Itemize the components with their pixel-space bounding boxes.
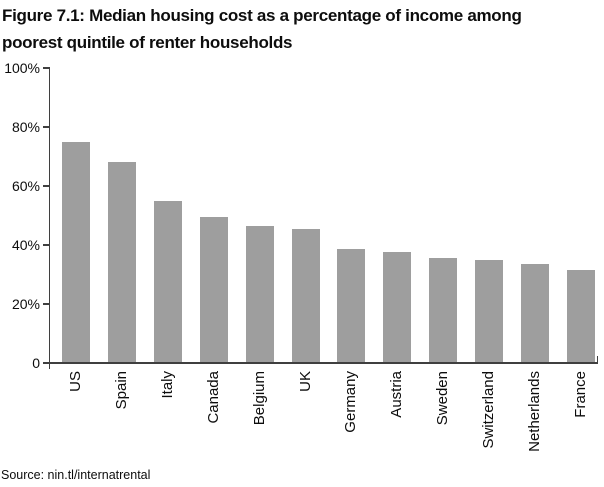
x-axis-label-text: Germany (342, 371, 360, 433)
y-axis-line (48, 66, 50, 369)
x-axis-label-text: Spain (112, 371, 130, 410)
x-axis-label-sweden: Sweden (434, 370, 451, 425)
x-axis-label-text: Sweden (434, 371, 452, 426)
x-axis-label-text: Canada (204, 371, 222, 424)
y-axis-tick (43, 185, 50, 187)
bar-canada (199, 216, 228, 363)
y-axis-tick (43, 244, 50, 246)
x-axis-line (48, 361, 598, 364)
x-axis-label-text: Switzerland (480, 371, 498, 449)
source-caption: Source: nin.tl/internatrental (1, 468, 151, 482)
x-axis-label-us: US (67, 370, 84, 392)
figure-title: Figure 7.1: Median housing cost as a per… (2, 2, 522, 56)
x-axis-label-canada: Canada (205, 370, 222, 424)
y-axis-tick (43, 303, 50, 305)
bar-spain (107, 162, 136, 363)
y-axis-tick-label: 80% (11, 119, 40, 135)
figure-title-line2: poorest quintile of renter households (2, 33, 293, 52)
bar-switzerland (475, 259, 504, 363)
x-axis-label-switzerland: Switzerland (480, 370, 497, 449)
y-axis-tick (43, 362, 50, 364)
y-axis-tick (43, 67, 50, 69)
bar-france (566, 270, 595, 363)
bar-austria (383, 252, 412, 363)
x-axis-label-germany: Germany (342, 370, 359, 433)
bar-sweden (429, 258, 458, 363)
bar-germany (337, 249, 366, 363)
y-axis-tick-label: 100% (4, 60, 40, 76)
bar-uk (291, 228, 320, 363)
x-axis-label-uk: UK (297, 370, 314, 392)
y-axis-tick-label: 0 (32, 355, 40, 371)
y-axis-tick-label: 20% (11, 296, 40, 312)
y-axis-tick-label: 60% (11, 178, 40, 194)
x-axis-label-italy: Italy (159, 370, 176, 399)
y-axis-tick (43, 126, 50, 128)
bar-belgium (245, 225, 274, 363)
x-axis-label-austria: Austria (388, 370, 405, 418)
x-axis-label-spain: Spain (113, 370, 130, 409)
x-axis-label-text: France (571, 371, 589, 418)
x-axis-label-text: UK (296, 371, 314, 392)
x-axis-label-text: Netherlands (526, 371, 543, 452)
bar-netherlands (521, 264, 549, 363)
x-axis-label-text: Belgium (250, 371, 268, 426)
x-axis-label-belgium: Belgium (251, 370, 268, 425)
x-axis-label-text: Austria (388, 371, 406, 418)
figure-title-line1: Figure 7.1: Median housing cost as a per… (2, 6, 522, 25)
x-axis-label-text: Italy (158, 371, 176, 399)
bar-us (62, 141, 90, 363)
y-axis-tick-label: 40% (11, 237, 40, 253)
bar-italy (153, 200, 182, 363)
x-axis-end-tick (596, 356, 598, 362)
x-axis-label-netherlands: Netherlands (526, 370, 543, 452)
x-axis-label-text: US (67, 371, 84, 392)
x-axis-label-france: France (572, 370, 589, 418)
